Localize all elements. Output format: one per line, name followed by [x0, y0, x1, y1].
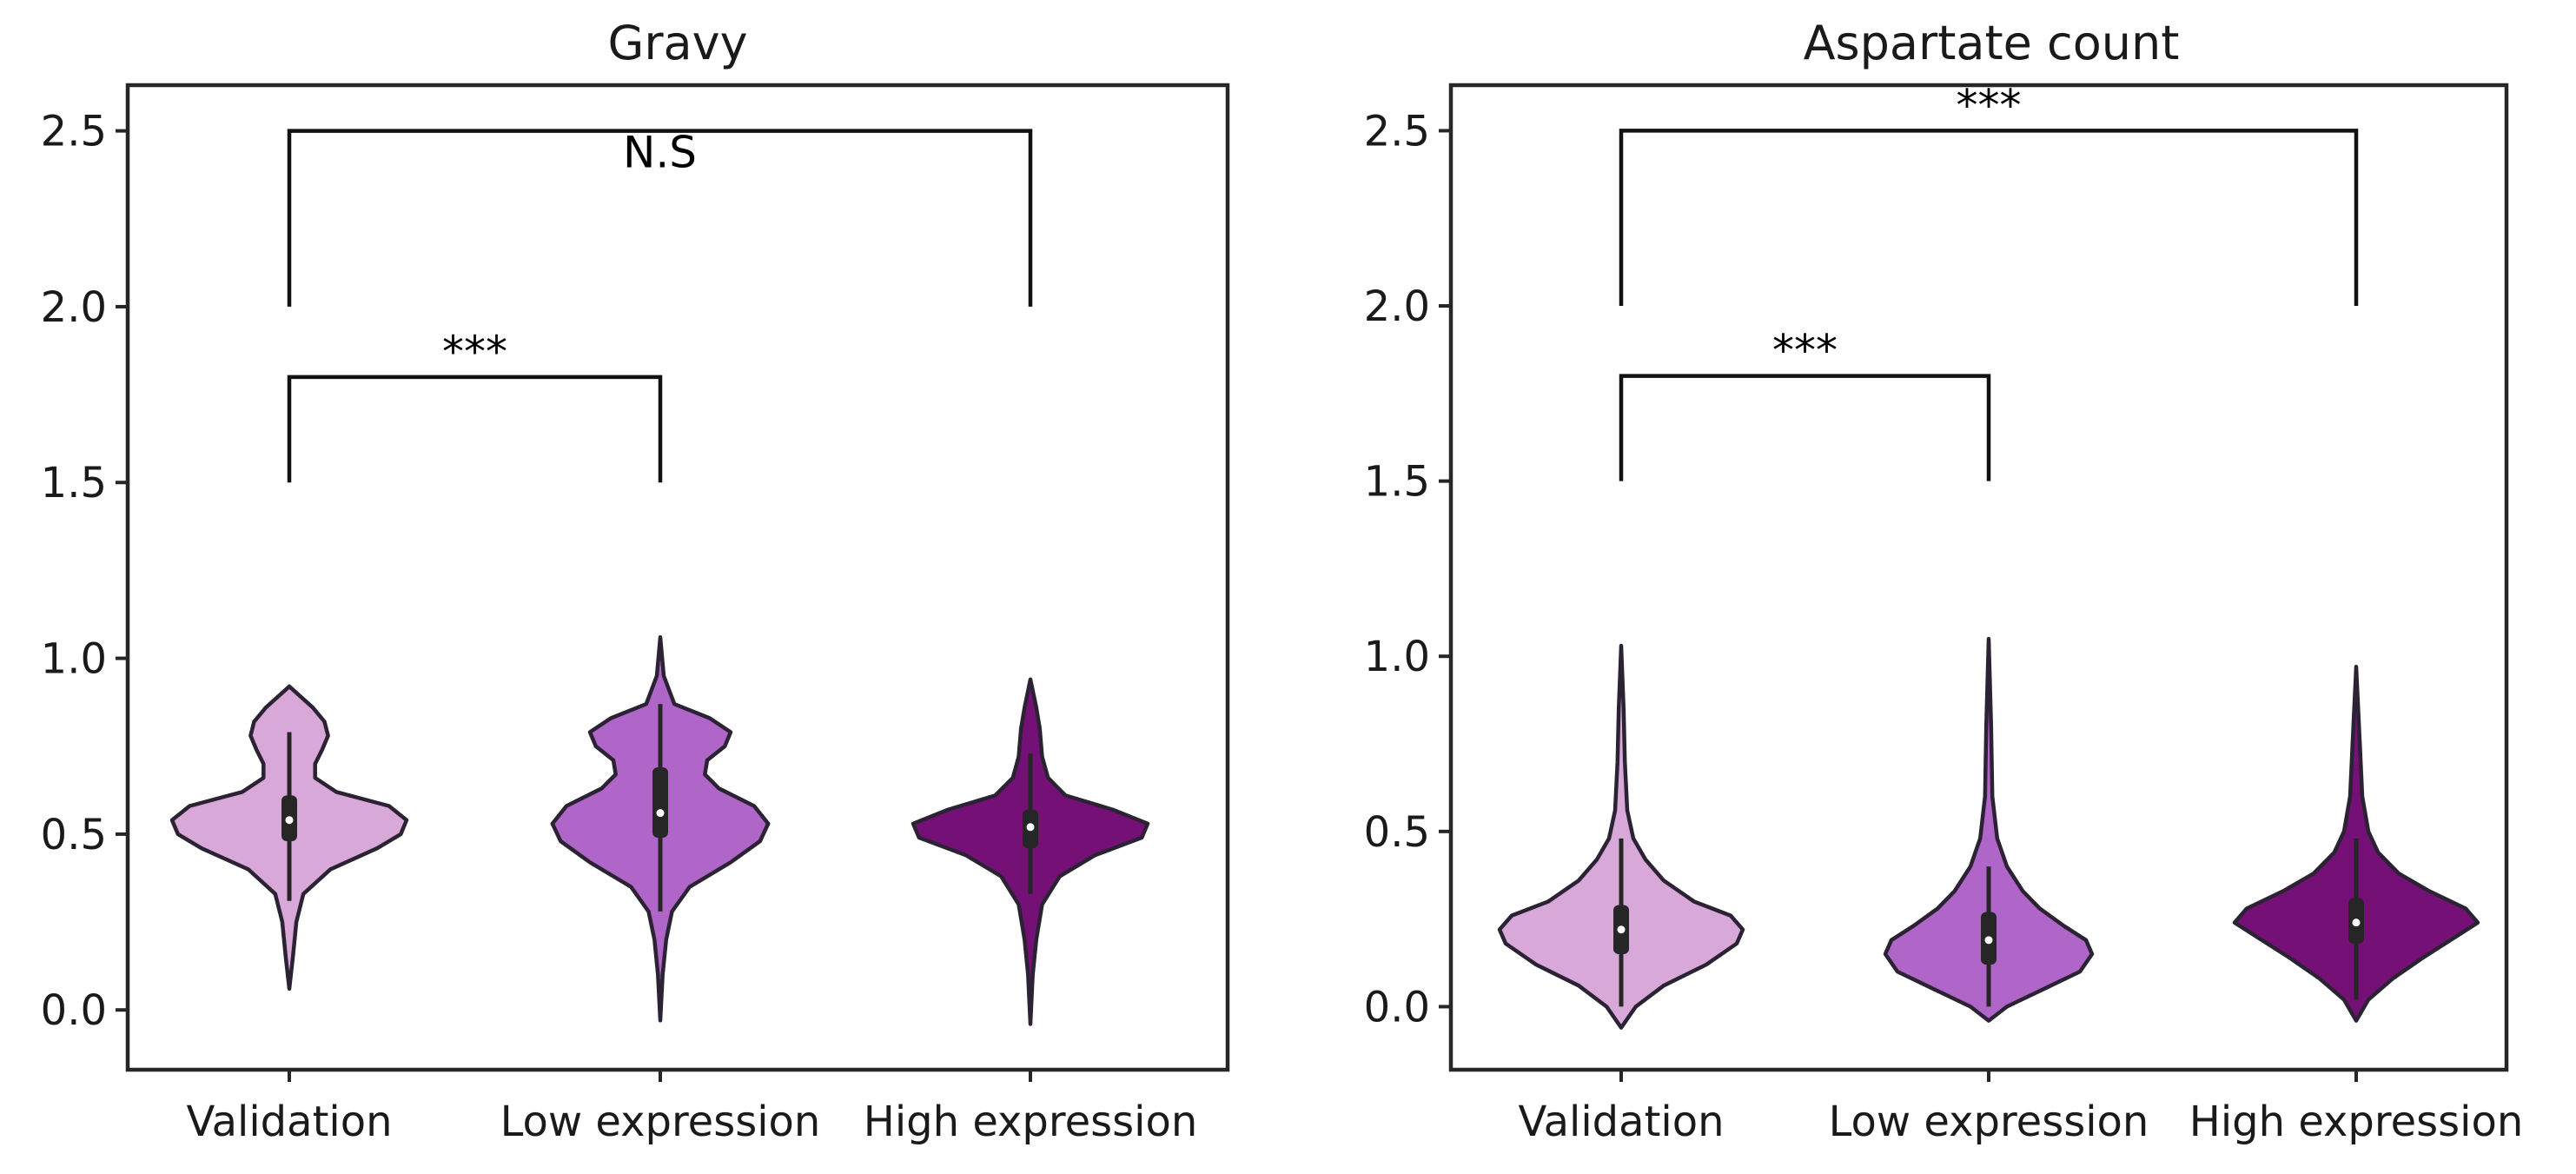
axes-frame-aspartate-count: [1448, 83, 2509, 1072]
significance-bracket: [1619, 129, 2359, 307]
chart-title-gravy: Gravy: [607, 16, 747, 70]
axes-frame-gravy: [125, 83, 1230, 1072]
violin-median-dot: [1026, 823, 1035, 832]
y-tick-label: 2.5: [1364, 107, 1430, 156]
y-tick-label: 2.0: [1364, 282, 1430, 331]
x-tick-label-validation: Validation: [186, 1098, 392, 1146]
plot-area-gravy: 0.0 0.5 1.0 1.5 2.0 2.5 Validation Low expressi…: [41, 108, 1198, 1146]
y-tick-label: 0.0: [1364, 983, 1430, 1031]
x-tick-label-high-expression: High expression: [2189, 1098, 2524, 1146]
y-tick-label: 1.0: [1364, 633, 1430, 681]
x-tick-label-high-expression: High expression: [864, 1098, 1198, 1146]
y-tick-label: 0.5: [1364, 808, 1430, 857]
y-tick-label: 1.5: [41, 459, 107, 507]
x-tick-label-low-expression: Low expression: [1829, 1098, 2149, 1146]
significance-label: ***: [1772, 326, 1838, 376]
significance-bracket: [1619, 374, 1991, 481]
chart-title-aspartate-count: Aspartate count: [1804, 16, 2180, 70]
plot-area-aspartate-count: 0.0 0.5 1.0 1.5 2.0 2.5 Validation Low expressi…: [1364, 80, 2524, 1146]
y-tick-label: 0.5: [41, 811, 107, 859]
x-tick-label-low-expression: Low expression: [500, 1098, 821, 1146]
y-tick-label: 1.0: [41, 635, 107, 684]
violin-median-dot: [1984, 936, 1993, 945]
panel-aspartate-count: Aspartate count 0.0 0.5 1.0 1.5 2.0 2.5 Valida…: [1364, 16, 2524, 1146]
violin-median-dot: [2352, 919, 2361, 927]
violin-median-dot: [285, 816, 294, 825]
y-tick-label: 2.0: [41, 283, 107, 332]
significance-bracket: [287, 129, 1033, 307]
violin-median-dot: [1617, 925, 1626, 934]
significance-label: N.S: [623, 128, 697, 178]
significance-label: ***: [1957, 80, 2022, 130]
y-tick-label: 2.5: [41, 108, 107, 156]
x-tick-label-validation: Validation: [1518, 1098, 1724, 1146]
y-tick-label: 0.0: [41, 986, 107, 1035]
y-tick-label: 1.5: [1364, 458, 1430, 507]
violin-low-expression: [1883, 636, 2095, 1023]
significance-label: ***: [442, 327, 507, 377]
panel-gravy: Gravy 0.0 0.5 1.0 1.5 2.0 2.5 Validation Low ex…: [41, 16, 1230, 1146]
violin-iqr-box: [652, 767, 668, 838]
violin-validation: [1497, 643, 1745, 1030]
significance-bracket: [287, 375, 663, 483]
violin-median-dot: [656, 809, 665, 818]
